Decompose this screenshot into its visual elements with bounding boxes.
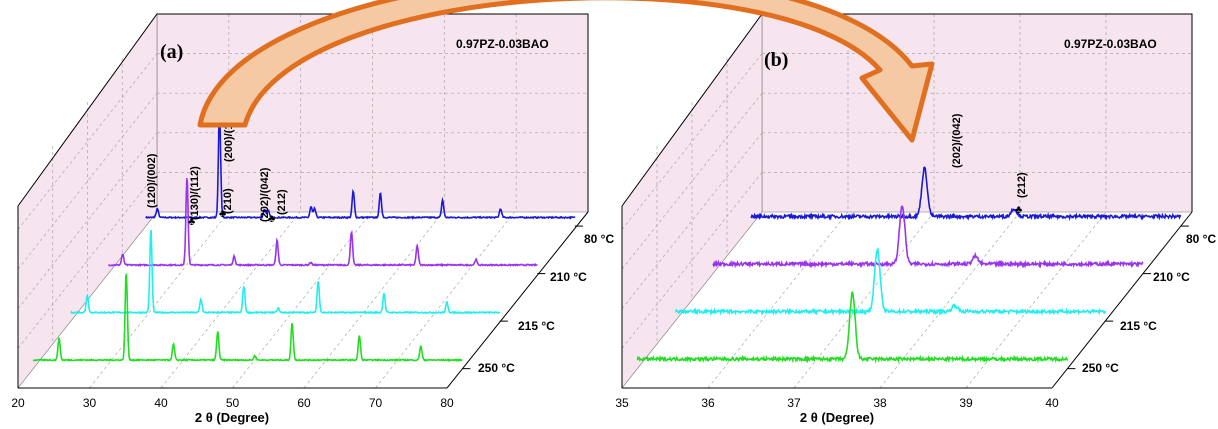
- series-line: [108, 178, 538, 268]
- tick-label: 40: [154, 396, 168, 410]
- grid-line: [879, 211, 1021, 389]
- grid-line: [621, 92, 763, 270]
- tick-label: 70: [369, 396, 383, 410]
- hkl-label: (202)/(042): [951, 113, 963, 168]
- tick-label: 40: [1045, 396, 1059, 410]
- zoom-arrow: [197, 0, 935, 143]
- zoom-arrow-shape: [197, 0, 935, 143]
- hkl-label: (130)/(112): [189, 166, 201, 220]
- grid-line: [232, 211, 372, 389]
- series-line: [712, 205, 1144, 269]
- panel-b-label: (b): [764, 49, 788, 71]
- grid-line: [621, 132, 763, 310]
- panel-a-series: [32, 110, 576, 363]
- temp-label: 250 °C: [478, 361, 515, 375]
- temp-label: 80 °C: [1186, 232, 1216, 246]
- tick-label: 20: [11, 396, 25, 410]
- tick-label: 39: [959, 396, 973, 410]
- grid-line: [160, 211, 301, 389]
- grid-line: [17, 92, 158, 270]
- temp-label: 210 °C: [550, 270, 587, 284]
- series-line: [70, 229, 501, 315]
- series-line: [636, 291, 1069, 364]
- panel-b: 35 36 37 38 39 40 2 θ (Degree) (b) 0.97P…: [615, 13, 1216, 425]
- panel-b-x-title: 2 θ (Degree): [800, 410, 874, 425]
- panel-a-label: (a): [160, 41, 183, 63]
- temp-label: 215 °C: [518, 319, 555, 333]
- grid-line: [17, 53, 158, 230]
- tick-label: 80: [440, 396, 454, 410]
- panel-a-depth-axis: [446, 211, 589, 389]
- grid-line: [793, 211, 935, 389]
- tick-label: 36: [701, 396, 715, 410]
- club-marker: ♣: [1015, 204, 1022, 216]
- hkl-label: (202)/(042): [259, 167, 271, 222]
- tick-label: 50: [226, 396, 240, 410]
- temp-label: 80 °C: [584, 232, 614, 246]
- panel-a-x-ticks: 20 30 40 50 60 70 80: [11, 396, 454, 410]
- panel-b-depth-axis: [1051, 211, 1193, 389]
- panel-a: 20 30 40 50 60 70 80 2 θ (Degree) (a) 0.…: [11, 13, 614, 425]
- tick-label: 60: [297, 396, 311, 410]
- panel-b-hkl-labels: (202)/(042) (212) ♣: [951, 113, 1028, 216]
- panel-b-temp-labels: 80 °C 210 °C 215 °C 250 °C: [1082, 232, 1216, 375]
- grid-line: [375, 211, 515, 389]
- hkl-label: (210): [222, 188, 234, 214]
- tick-label: 38: [873, 396, 887, 410]
- grid-line: [621, 53, 763, 230]
- hkl-label: (120)/(002): [146, 153, 158, 208]
- panel-b-title: 0.97PZ-0.03BAO: [1064, 37, 1157, 51]
- series-line: [32, 273, 463, 363]
- panel-a-x-title: 2 θ (Degree): [195, 410, 269, 425]
- hkl-label: (212): [276, 189, 288, 215]
- grid-line: [89, 211, 229, 389]
- panel-b-x-ticks: 35 36 37 38 39 40: [615, 396, 1059, 410]
- club-marker: ♣: [219, 208, 226, 220]
- tick-label: 37: [787, 396, 801, 410]
- grid-line: [17, 132, 158, 310]
- hkl-label: (212): [1016, 172, 1028, 198]
- club-marker: ♣: [188, 216, 195, 228]
- panel-a-title: 0.97PZ-0.03BAO: [456, 37, 549, 51]
- panel-a-temp-labels: 80 °C 210 °C 215 °C 250 °C: [478, 232, 614, 375]
- temp-label: 250 °C: [1082, 361, 1119, 375]
- series-line: [145, 110, 576, 220]
- grid-line: [621, 172, 763, 349]
- temp-label: 210 °C: [1153, 270, 1190, 284]
- series-line: [675, 247, 1106, 317]
- tick-label: 35: [615, 396, 629, 410]
- grid-line: [303, 211, 444, 389]
- temp-label: 215 °C: [1120, 319, 1157, 333]
- series-line: [750, 166, 1182, 222]
- tick-label: 30: [83, 396, 97, 410]
- club-marker: ♣: [268, 213, 275, 225]
- grid-line: [17, 172, 158, 349]
- grid-line: [965, 211, 1107, 389]
- panel-b-axis-frame: [621, 13, 1193, 212]
- panel-b-series: [636, 166, 1182, 364]
